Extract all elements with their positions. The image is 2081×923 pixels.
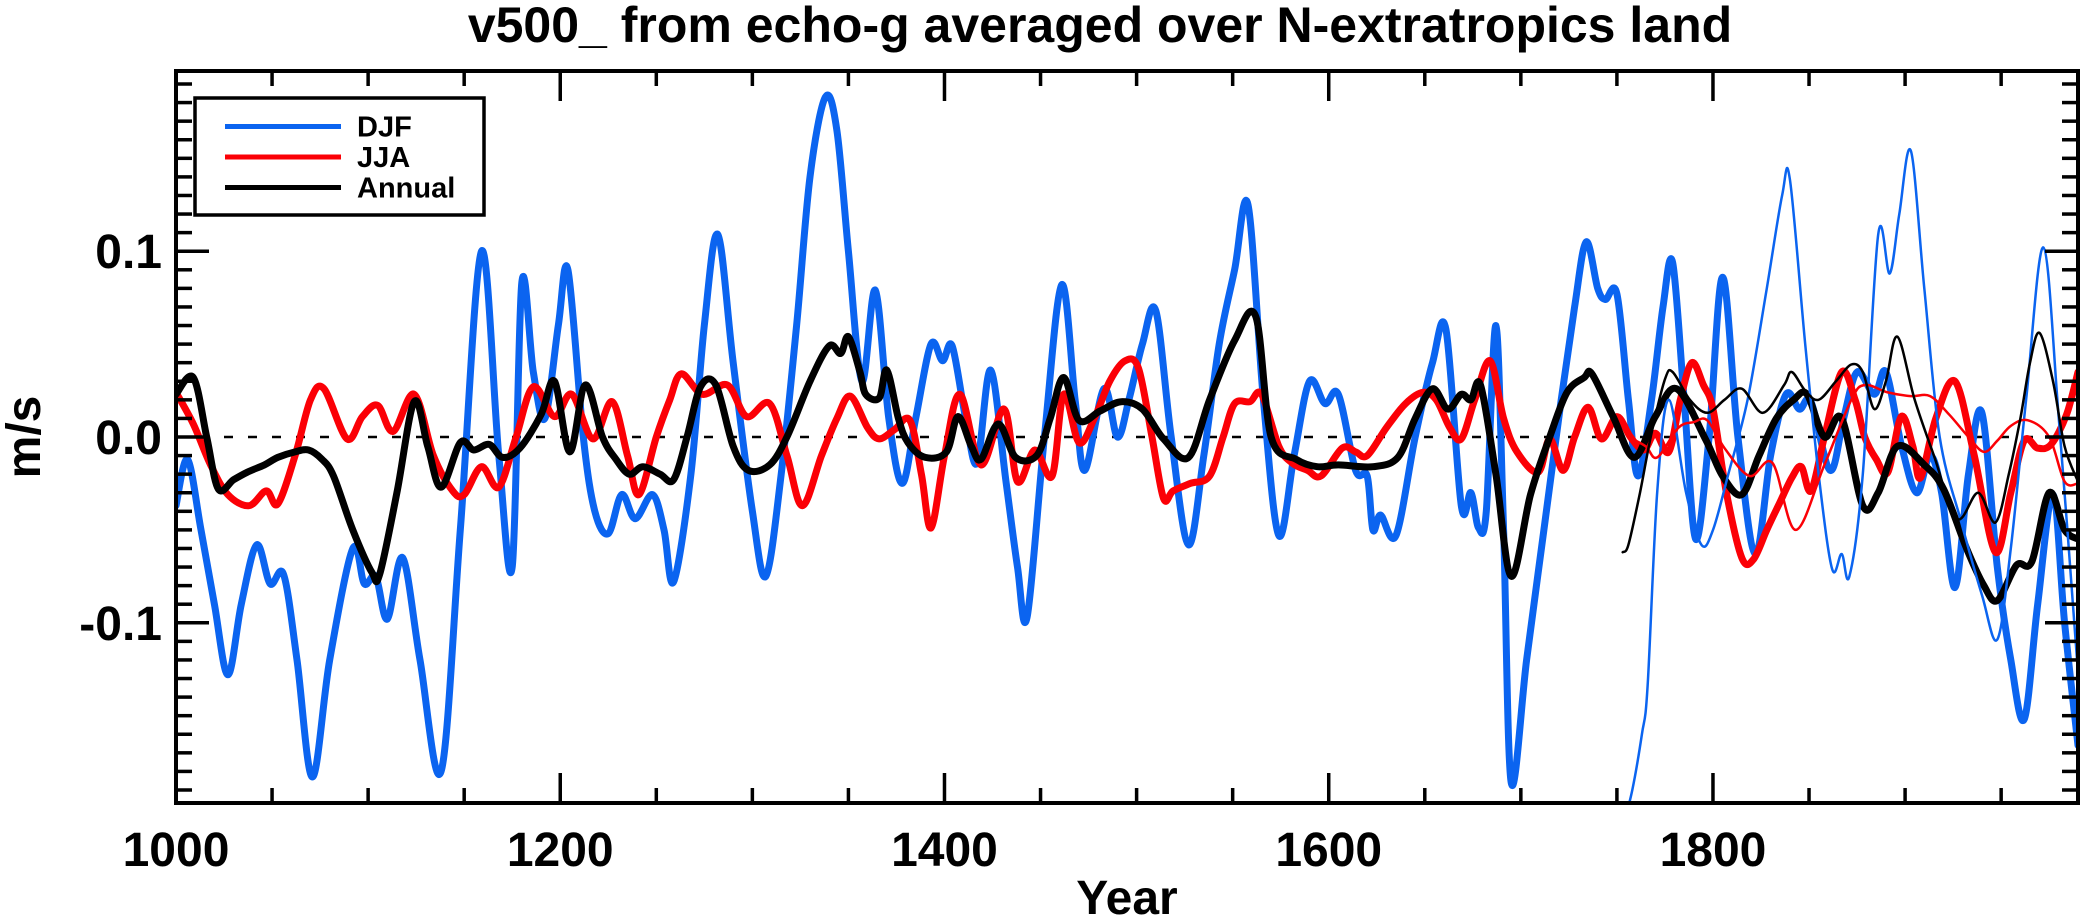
x-tick-label: 1600 — [1275, 824, 1382, 877]
series-line-annual-unsmoothed-late-period — [1621, 331, 2078, 554]
series-line-annual — [176, 307, 2078, 605]
x-axis-label: Year — [1076, 872, 1177, 923]
y-tick-label: 0.0 — [95, 412, 162, 465]
y-axis-label: m/s — [0, 396, 51, 479]
y-tick-label: 0.1 — [95, 226, 162, 279]
x-tick-label: 1200 — [507, 824, 614, 877]
y-tick-labels: 0.1 0.0 -0.1 — [79, 226, 162, 651]
legend-label-jja: JJA — [357, 142, 410, 174]
legend-label-annual: Annual — [357, 173, 455, 205]
y-tick-label: -0.1 — [79, 598, 162, 651]
chart-title: v500_ from echo-g averaged over N-extrat… — [468, 0, 1732, 53]
series-line-jja-unsmoothed-late-period — [1627, 383, 2078, 532]
x-tick-labels: 1000 1200 1400 1600 1800 — [123, 824, 1767, 877]
series-line-jja — [176, 355, 2078, 569]
series-line-djf-unsmoothed-late-period — [1627, 147, 2078, 803]
x-tick-label: 1400 — [891, 824, 998, 877]
axis-ticks — [174, 71, 2078, 803]
x-tick-label: 1000 — [123, 824, 230, 877]
x-tick-label: 1800 — [1660, 824, 1767, 877]
data-series — [176, 91, 2078, 803]
legend-label-djf: DJF — [357, 112, 412, 144]
